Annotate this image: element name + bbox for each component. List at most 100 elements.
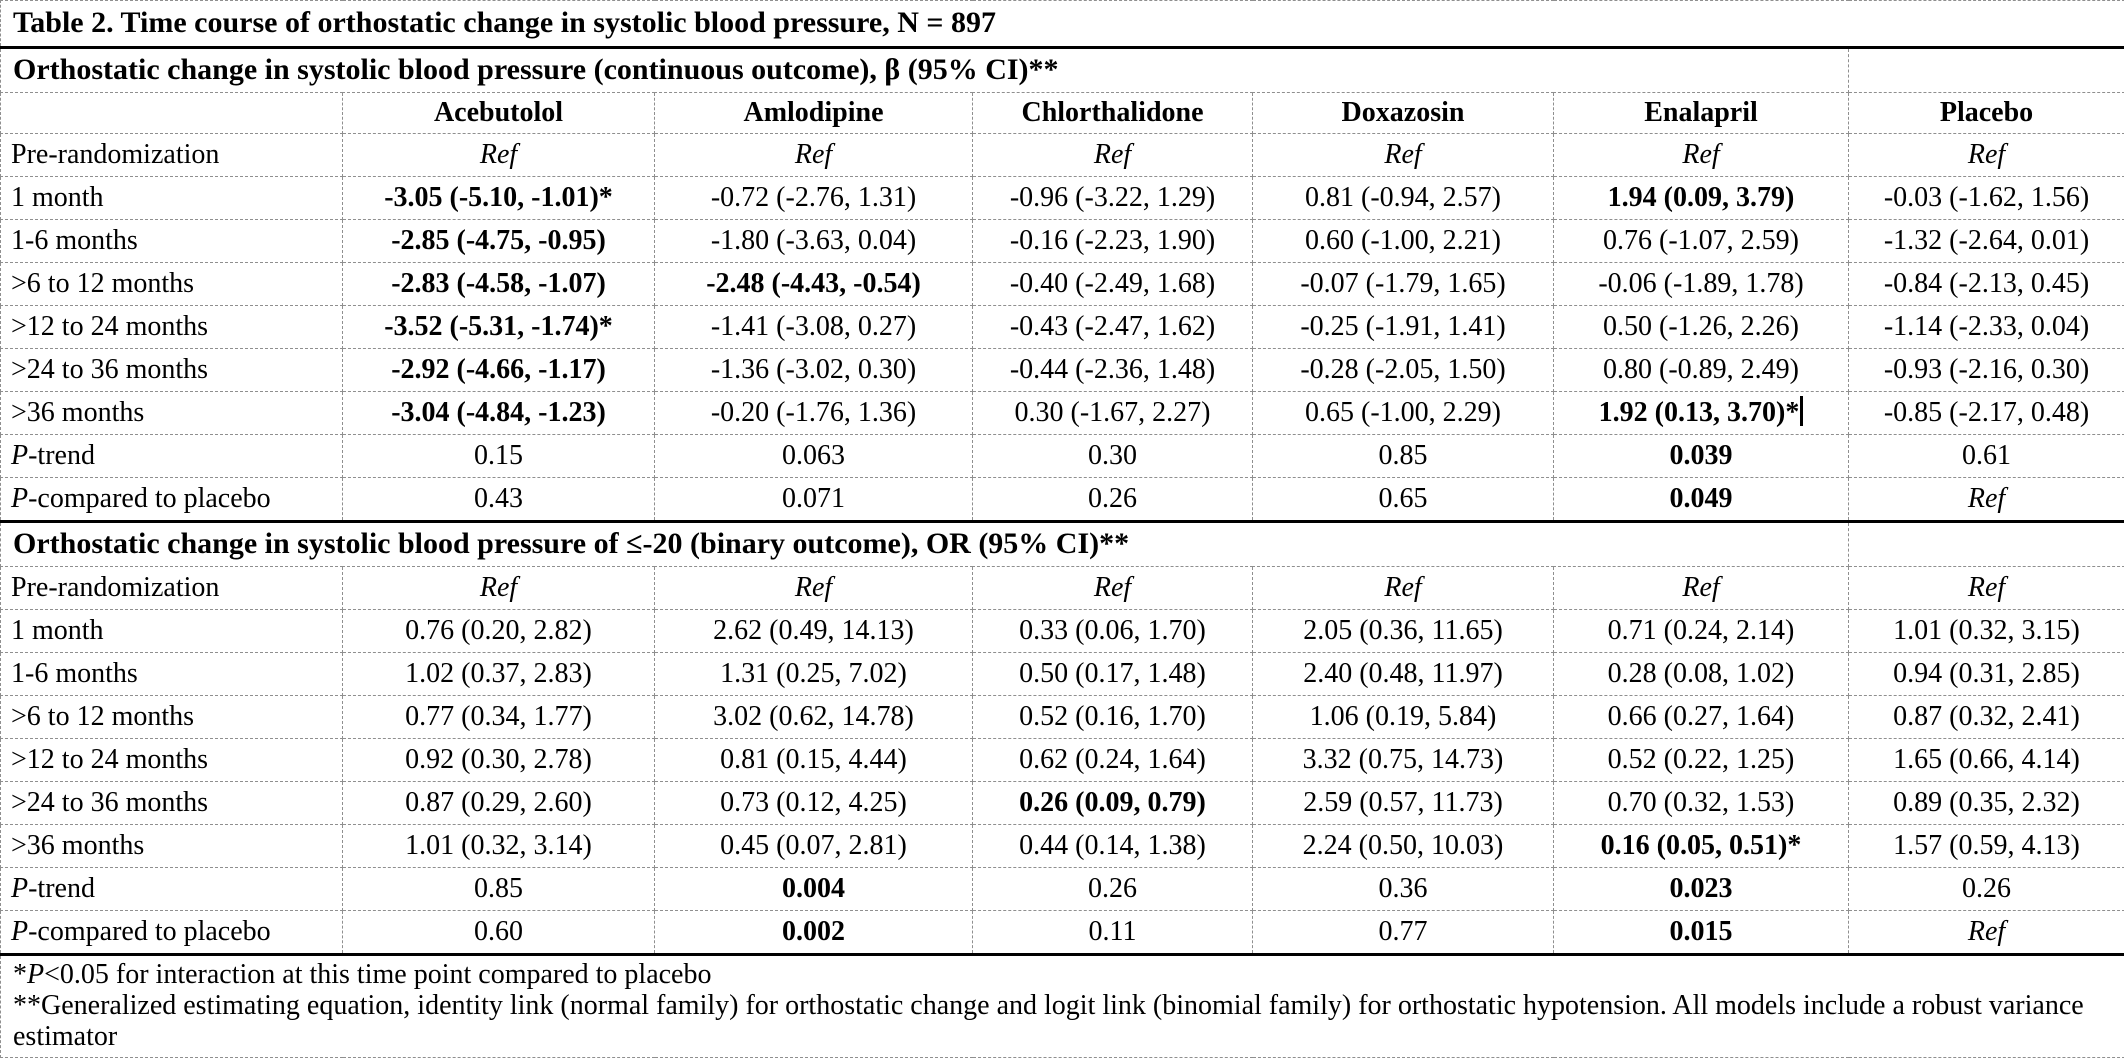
- data-cell: 0.071: [654, 477, 973, 523]
- data-cell: 0.77: [1252, 910, 1554, 956]
- data-cell: -2.92 (-4.66, -1.17): [342, 348, 655, 392]
- footnote: **Generalized estimating equation, ident…: [13, 990, 2084, 1052]
- data-cell: 0.60: [342, 910, 655, 956]
- text-cursor: [1800, 396, 1804, 427]
- data-cell: 1.31 (0.25, 7.02): [654, 652, 973, 696]
- row-label: P-compared to placebo: [0, 910, 343, 956]
- data-cell: 0.65: [1252, 477, 1554, 523]
- data-cell: 0.30: [972, 434, 1253, 478]
- data-cell: -0.28 (-2.05, 1.50): [1252, 348, 1554, 392]
- data-cell: -0.16 (-2.23, 1.90): [972, 219, 1253, 263]
- table-row: 1 month -3.05 (-5.10, -1.01)* -0.72 (-2.76…: [0, 176, 2124, 220]
- row-label: 1 month: [0, 176, 343, 220]
- data-cell: 0.61: [1847, 434, 2124, 478]
- data-cell: 0.26: [972, 477, 1253, 523]
- data-cell: 0.87 (0.32, 2.41): [1847, 695, 2124, 739]
- column-header-empty: [0, 92, 343, 134]
- data-cell: -2.85 (-4.75, -0.95): [342, 219, 655, 263]
- data-cell: 0.52 (0.22, 1.25): [1553, 738, 1849, 782]
- data-cell: -1.14 (-2.33, 0.04): [1847, 305, 2124, 349]
- data-cell: 0.15: [342, 434, 655, 478]
- table-row: >36 months 1.01 (0.32, 3.14) 0.45 (0.07, 2…: [0, 824, 2124, 868]
- data-cell: -2.83 (-4.58, -1.07): [342, 262, 655, 306]
- table-title-row: Table 2. Time course of orthostatic chan…: [0, 0, 2124, 49]
- data-cell: 0.62 (0.24, 1.64): [972, 738, 1253, 782]
- row-label: >12 to 24 months: [0, 305, 343, 349]
- data-cell: Ref: [1553, 566, 1849, 610]
- data-cell: 2.59 (0.57, 11.73): [1252, 781, 1554, 825]
- data-cell: 0.30 (-1.67, 2.27): [972, 391, 1253, 435]
- table-title: Table 2. Time course of orthostatic chan…: [0, 0, 2124, 49]
- column-header-doxazosin: Doxazosin: [1252, 92, 1554, 134]
- data-cell: 0.33 (0.06, 1.70): [972, 609, 1253, 653]
- column-header-amlodipine: Amlodipine: [654, 92, 973, 134]
- section-header: Orthostatic change in systolic blood pre…: [0, 521, 1849, 567]
- column-header-placebo: Placebo: [1847, 92, 2124, 134]
- data-cell: -0.93 (-2.16, 0.30): [1847, 348, 2124, 392]
- data-cell: 1.57 (0.59, 4.13): [1847, 824, 2124, 868]
- table-row: P-compared to placebo 0.60 0.002 0.11 0.77 0.…: [0, 910, 2124, 956]
- data-cell: 0.50 (0.17, 1.48): [972, 652, 1253, 696]
- data-cell: Ref: [654, 566, 973, 610]
- data-cell: 0.70 (0.32, 1.53): [1553, 781, 1849, 825]
- data-cell: Ref: [1553, 133, 1849, 177]
- row-label: Pre-randomization: [0, 133, 343, 177]
- data-cell: -0.96 (-3.22, 1.29): [972, 176, 1253, 220]
- row-label: >36 months: [0, 391, 343, 435]
- data-cell: 0.87 (0.29, 2.60): [342, 781, 655, 825]
- data-cell: 0.26: [1847, 867, 2124, 911]
- data-cell: -0.84 (-2.13, 0.45): [1847, 262, 2124, 306]
- data-cell: 0.77 (0.34, 1.77): [342, 695, 655, 739]
- table-row: >12 to 24 months -3.52 (-5.31, -1.74)* -1.…: [0, 305, 2124, 349]
- table-row: Pre-randomization Ref Ref Ref Ref Ref Ref: [0, 566, 2124, 610]
- data-cell: 1.94 (0.09, 3.79): [1553, 176, 1849, 220]
- footnotes: *P<0.05 for interaction at this time poi…: [0, 954, 2124, 1058]
- data-cell: 2.62 (0.49, 14.13): [654, 609, 973, 653]
- data-cell: 0.92 (0.30, 2.78): [342, 738, 655, 782]
- data-cell: -0.85 (-2.17, 0.48): [1847, 391, 2124, 435]
- data-cell: -0.25 (-1.91, 1.41): [1252, 305, 1554, 349]
- column-header-row: Acebutolol Amlodipine Chlorthalidone Doxazo…: [0, 92, 2124, 134]
- table-row: P-compared to placebo 0.43 0.071 0.26 0.65 0.…: [0, 477, 2124, 523]
- data-cell: 1.02 (0.37, 2.83): [342, 652, 655, 696]
- data-cell: 2.05 (0.36, 11.65): [1252, 609, 1554, 653]
- data-cell: 0.71 (0.24, 2.14): [1553, 609, 1849, 653]
- column-header-chlorthalidone: Chlorthalidone: [972, 92, 1253, 134]
- section-header-empty-cell: [1847, 47, 2124, 93]
- data-cell: 1.92 (0.13, 3.70)*: [1553, 391, 1849, 435]
- data-cell: 2.40 (0.48, 11.97): [1252, 652, 1554, 696]
- data-cell: -1.32 (-2.64, 0.01): [1847, 219, 2124, 263]
- data-cell: 0.049: [1553, 477, 1849, 523]
- data-cell: Ref: [654, 133, 973, 177]
- data-cell: 0.73 (0.12, 4.25): [654, 781, 973, 825]
- table-row: 1-6 months -2.85 (-4.75, -0.95) -1.80 (-3.…: [0, 219, 2124, 263]
- data-cell: 0.002: [654, 910, 973, 956]
- data-cell: 0.50 (-1.26, 2.26): [1553, 305, 1849, 349]
- data-cell: -0.03 (-1.62, 1.56): [1847, 176, 2124, 220]
- data-cell: -3.52 (-5.31, -1.74)*: [342, 305, 655, 349]
- data-cell: 0.81 (0.15, 4.44): [654, 738, 973, 782]
- data-cell: 0.11: [972, 910, 1253, 956]
- data-cell: -0.07 (-1.79, 1.65): [1252, 262, 1554, 306]
- data-cell: 0.80 (-0.89, 2.49): [1553, 348, 1849, 392]
- data-cell: -1.80 (-3.63, 0.04): [654, 219, 973, 263]
- data-cell: Ref: [1252, 133, 1554, 177]
- row-label: 1 month: [0, 609, 343, 653]
- data-cell: -0.44 (-2.36, 1.48): [972, 348, 1253, 392]
- row-label: >12 to 24 months: [0, 738, 343, 782]
- data-cell: 1.01 (0.32, 3.14): [342, 824, 655, 868]
- data-cell: 0.44 (0.14, 1.38): [972, 824, 1253, 868]
- row-label: >24 to 36 months: [0, 348, 343, 392]
- column-header-enalapril: Enalapril: [1553, 92, 1849, 134]
- table-row: 1-6 months 1.02 (0.37, 2.83) 1.31 (0.25, 7…: [0, 652, 2124, 696]
- data-cell: 0.28 (0.08, 1.02): [1553, 652, 1849, 696]
- footnote: *P<0.05 for interaction at this time poi…: [13, 959, 712, 990]
- data-cell: Ref: [1252, 566, 1554, 610]
- data-cell: 0.063: [654, 434, 973, 478]
- data-cell: Ref: [342, 133, 655, 177]
- data-cell: 3.02 (0.62, 14.78): [654, 695, 973, 739]
- data-cell: Ref: [1847, 910, 2124, 956]
- data-cell: 1.06 (0.19, 5.84): [1252, 695, 1554, 739]
- section-header-row: Orthostatic change in systolic blood pre…: [0, 521, 2124, 567]
